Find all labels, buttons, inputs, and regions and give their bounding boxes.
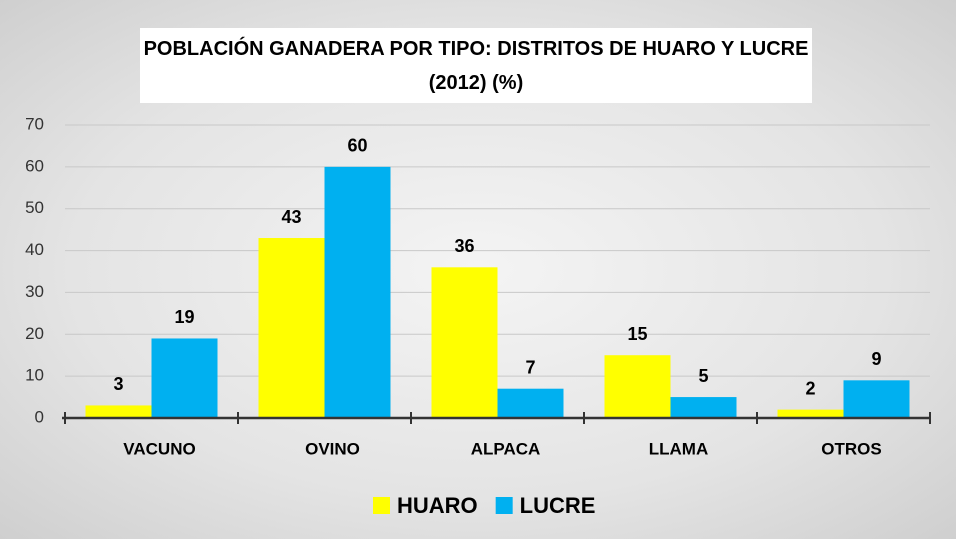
data-label: 2 <box>805 378 815 398</box>
data-label: 19 <box>174 307 194 327</box>
x-tick-label: VACUNO <box>123 439 195 458</box>
bar <box>604 355 671 418</box>
y-tick-label: 60 <box>25 156 44 175</box>
legend-swatch <box>495 497 513 514</box>
y-tick-label: 20 <box>25 324 44 343</box>
data-label: 9 <box>871 349 881 369</box>
y-tick-label: 30 <box>25 282 44 301</box>
bar <box>258 238 325 418</box>
y-tick-label: 50 <box>25 198 44 217</box>
bar <box>324 166 391 418</box>
y-tick-label: 0 <box>35 407 44 426</box>
legend-label: LUCRE <box>520 493 596 518</box>
data-label: 36 <box>454 236 474 256</box>
bar <box>497 388 564 418</box>
bar <box>151 338 218 418</box>
data-label: 3 <box>113 374 123 394</box>
y-tick-label: 70 <box>25 114 44 133</box>
y-tick-label: 40 <box>25 240 44 259</box>
x-tick-label: OTROS <box>821 439 881 458</box>
legend-label: HUARO <box>397 493 478 518</box>
legend-swatch <box>373 497 390 514</box>
bar <box>777 409 844 418</box>
data-label: 15 <box>627 324 647 344</box>
data-label: 43 <box>281 207 301 227</box>
bar <box>85 405 152 418</box>
data-label: 60 <box>347 136 367 156</box>
data-label: 7 <box>525 357 535 377</box>
bar <box>431 267 498 418</box>
bar <box>843 380 910 418</box>
x-tick-label: ALPACA <box>471 439 541 458</box>
x-tick-label: LLAMA <box>649 439 708 458</box>
x-tick-label: OVINO <box>305 439 360 458</box>
data-label: 5 <box>698 366 708 386</box>
y-tick-label: 10 <box>25 366 44 385</box>
bar <box>670 397 737 418</box>
chart-title: POBLACIÓN GANADERA POR TIPO: DISTRITOS D… <box>140 28 812 103</box>
